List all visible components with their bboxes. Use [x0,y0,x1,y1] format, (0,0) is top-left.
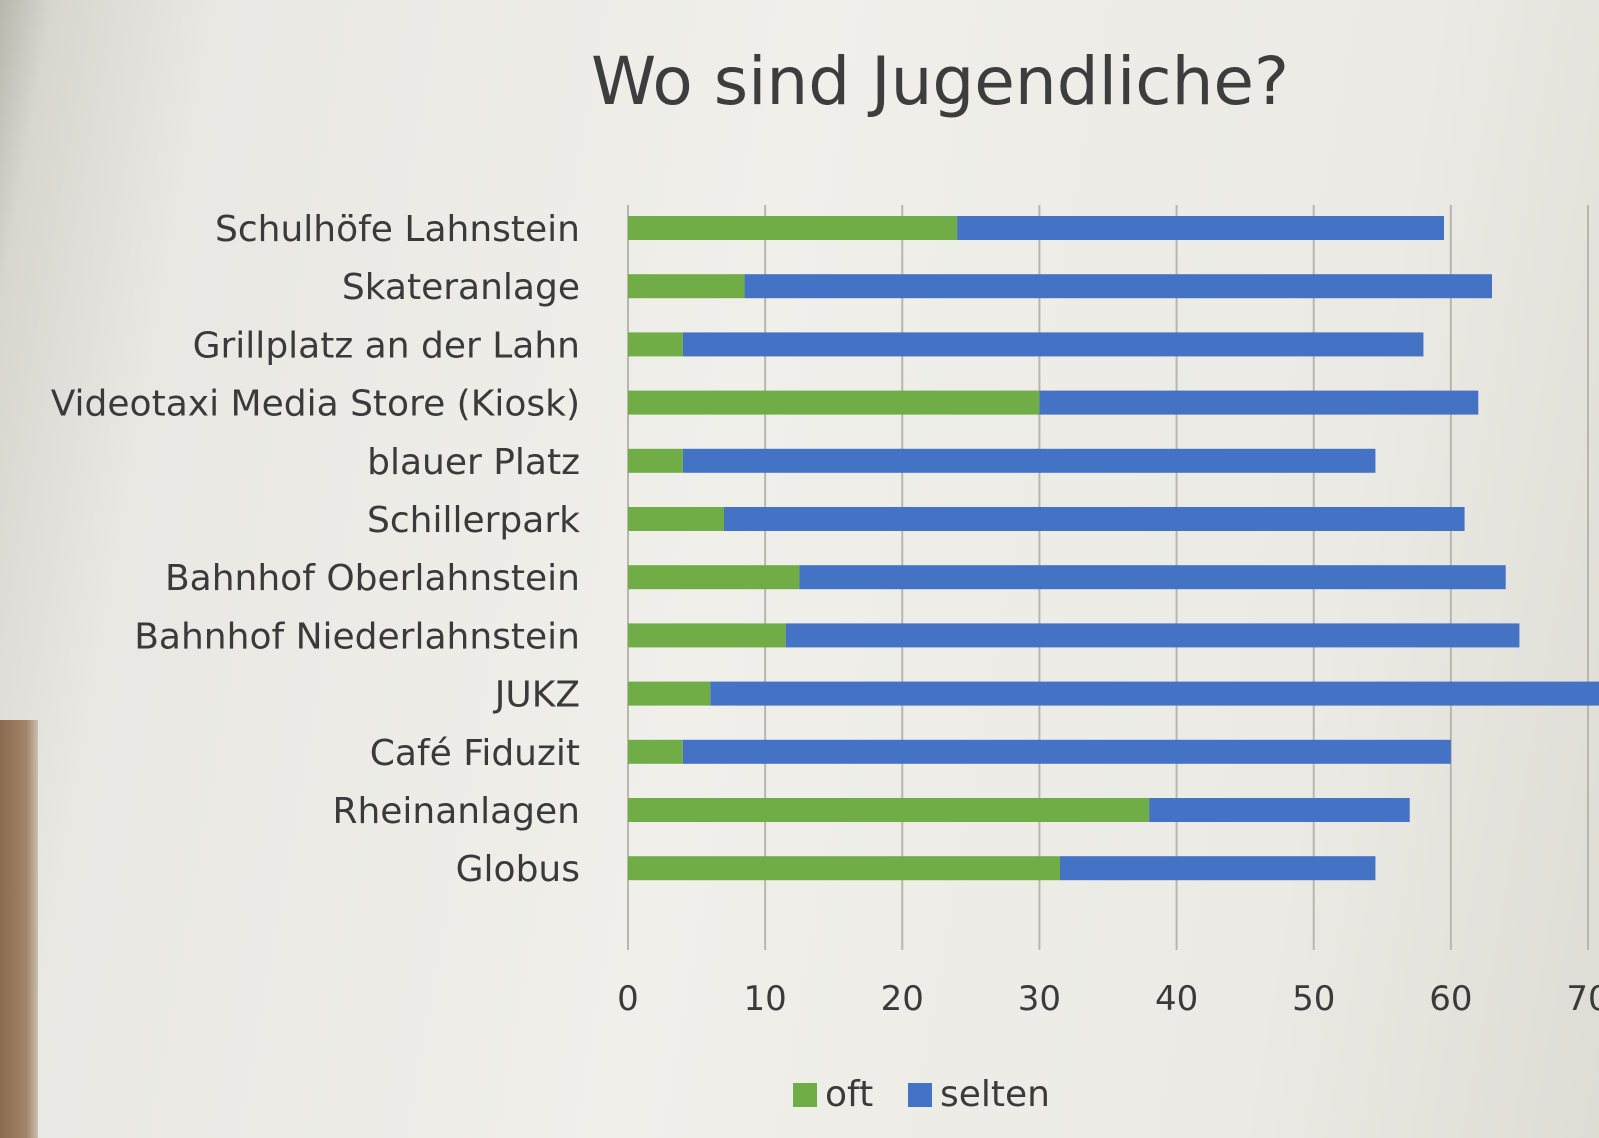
category-label: Bahnhof Oberlahnstein [165,558,580,599]
bar-selten [1060,856,1376,881]
bar-selten [799,565,1506,590]
bars [628,216,1599,881]
bar-selten [682,739,1451,764]
bar-selten [744,274,1492,299]
bar-oft [628,856,1060,881]
bar-oft [628,390,1040,415]
x-tick-label: 10 [744,979,787,1019]
bar-oft [628,507,724,531]
bar-selten [1149,798,1410,822]
bar-selten [710,681,1599,706]
bar-oft [628,274,745,299]
category-label: Skateranlage [342,267,580,308]
chart-title: Wo sind Jugendliche? [591,43,1289,120]
bar-oft [628,681,711,706]
category-label: Schulhöfe Lahnstein [215,209,580,250]
bar-selten [957,216,1444,240]
bar-oft [628,623,786,648]
bar-oft [628,739,683,764]
category-label: Grillplatz an der Lahn [193,325,580,366]
x-tick-label: 60 [1429,979,1472,1019]
category-label: Globus [456,849,580,890]
bar-selten [785,623,1520,648]
x-tick-label: 40 [1155,979,1198,1019]
category-label: Videotaxi Media Store (Kiosk) [51,384,580,425]
bar-oft [628,332,683,357]
category-label: JUKZ [493,675,580,716]
x-tick-label: 30 [1018,979,1061,1019]
legend-swatch-selten [908,1083,932,1107]
category-label: Café Fiduzit [370,733,580,774]
category-label: Bahnhof Niederlahnstein [134,616,580,657]
category-label: blauer Platz [367,442,580,483]
legend-label-oft: oft [825,1074,873,1115]
bar-selten [724,507,1465,531]
bar-oft [628,216,958,240]
paper-edge [0,720,38,1138]
legend: oft selten [793,1074,1050,1115]
x-tick-label: 0 [617,979,639,1019]
bar-oft [628,565,800,590]
legend-swatch-oft [793,1083,817,1107]
bar-selten [682,448,1376,473]
category-labels: Schulhöfe Lahnstein Skateranlage Grillplat… [51,209,580,890]
x-tick-label: 70 [1566,979,1599,1019]
category-label: Rheinanlagen [332,791,580,832]
x-tick-label: 20 [881,979,924,1019]
x-tick-label: 50 [1292,979,1335,1019]
bar-oft [628,448,683,473]
legend-label-selten: selten [940,1074,1050,1115]
bar-oft [628,798,1150,822]
bar-selten [1039,390,1479,415]
category-label: Schillerpark [367,500,580,541]
x-tick-labels: 0 10 20 30 40 50 60 70 [617,979,1599,1019]
bar-selten [682,332,1424,357]
